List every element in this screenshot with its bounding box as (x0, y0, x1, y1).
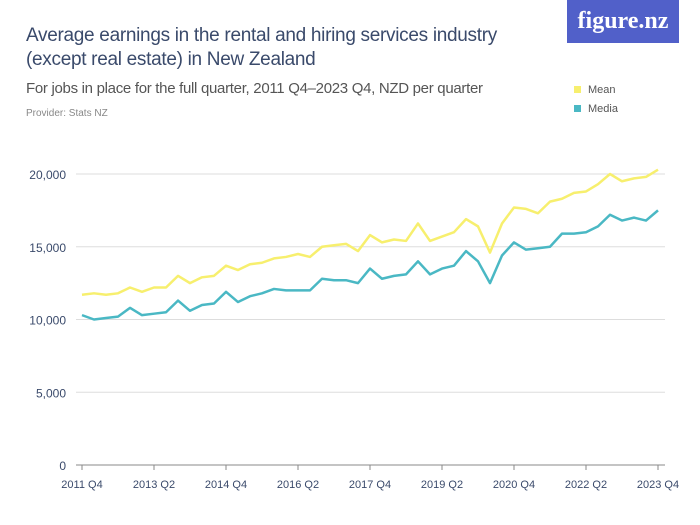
series-line-median (81, 209, 659, 321)
x-tick-label: 2014 Q4 (205, 479, 247, 491)
x-tick-label: 2017 Q4 (349, 479, 391, 491)
legend-label: Media (588, 102, 618, 115)
x-tick-label: 2019 Q2 (421, 479, 463, 491)
chart-title: Average earnings in the rental and hirin… (26, 25, 497, 70)
figure-nz-logo[interactable]: figure.nz (567, 0, 679, 43)
x-tick-label: 2020 Q4 (493, 479, 535, 491)
x-tick-label: 2016 Q2 (277, 479, 319, 491)
legend-item-mean: Mean (574, 80, 618, 99)
x-tick-label: 2022 Q2 (565, 479, 607, 491)
y-tick-label: 20,000 (29, 168, 66, 182)
legend: Mean Media (574, 80, 618, 118)
legend-item-median: Media (574, 99, 618, 118)
y-tick-label: 0 (59, 459, 66, 473)
y-tick-label: 5,000 (36, 386, 66, 400)
x-tick-label: 2023 Q4 (637, 479, 679, 491)
series-line-mean (81, 168, 659, 297)
y-tick-label: 10,000 (29, 314, 66, 328)
provider: Provider: Stats NZ (26, 108, 108, 119)
chart-subtitle: For jobs in place for the full quarter, … (26, 80, 483, 97)
legend-swatch (574, 105, 581, 112)
legend-label: Mean (588, 83, 616, 96)
x-tick-label: 2013 Q2 (133, 479, 175, 491)
x-tick-label: 2011 Q4 (61, 479, 102, 491)
y-tick-label: 15,000 (29, 241, 66, 255)
legend-swatch (574, 86, 581, 93)
